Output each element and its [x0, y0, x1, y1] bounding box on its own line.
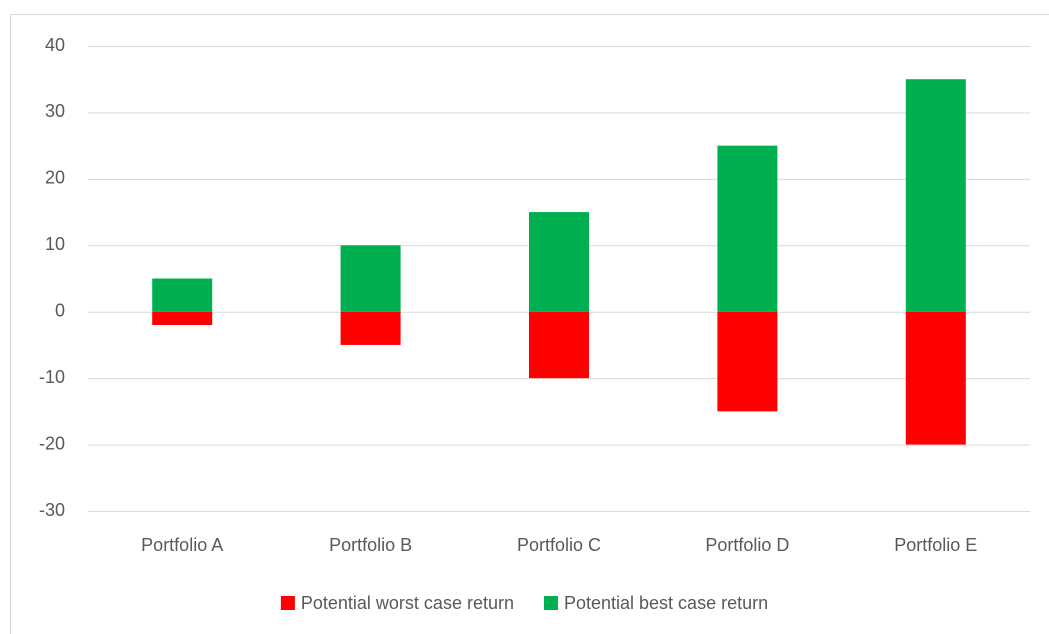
y-tick-label: 40 — [45, 35, 65, 55]
legend-swatch — [543, 596, 558, 610]
bar — [340, 245, 401, 312]
bar — [905, 79, 966, 312]
y-tick-label: 10 — [45, 234, 65, 254]
legend-label: Potential best case return — [564, 593, 768, 613]
x-tick-label: Portfolio E — [894, 535, 977, 555]
legend-swatch — [280, 596, 295, 610]
y-tick-label: -30 — [39, 500, 65, 520]
bar — [529, 212, 589, 312]
bar — [717, 145, 778, 312]
bar — [152, 278, 213, 312]
y-tick-label: 20 — [45, 168, 65, 188]
bar — [340, 311, 401, 345]
x-tick-label: Portfolio D — [705, 535, 789, 555]
y-tick-label: 30 — [45, 101, 65, 121]
bar — [905, 311, 966, 445]
x-tick-label: Portfolio B — [329, 535, 412, 555]
legend-label: Potential worst case return — [301, 593, 514, 613]
y-tick-label: 0 — [55, 300, 65, 320]
x-tick-label: Portfolio C — [517, 535, 601, 555]
y-tick-label: -20 — [39, 433, 65, 453]
bar — [152, 311, 213, 325]
bar — [529, 311, 589, 379]
x-tick-label: Portfolio A — [141, 535, 223, 555]
y-tick-label: -10 — [39, 367, 65, 387]
bar — [717, 311, 778, 412]
